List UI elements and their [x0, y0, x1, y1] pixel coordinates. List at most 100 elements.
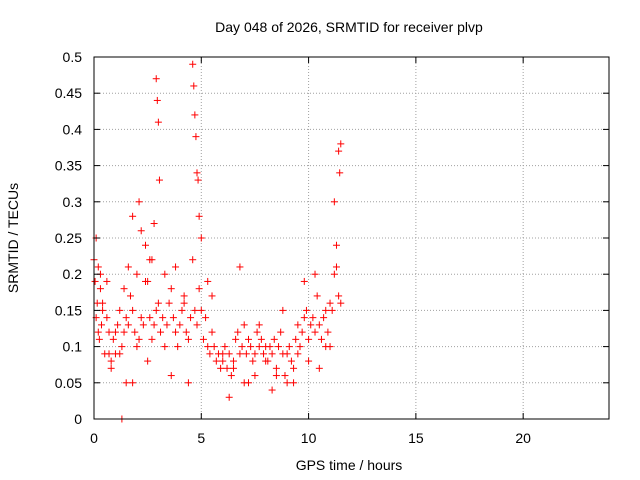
data-point	[105, 328, 113, 336]
data-point	[139, 321, 147, 329]
axis-ticks: 0 0.05 0.1 0.15 0.2 0.25 0.3 0.35 0.4 0.45 0.5 0 5 10…	[55, 49, 609, 446]
data-point	[326, 299, 334, 307]
data-point	[135, 335, 143, 343]
data-point	[262, 357, 270, 365]
data-point	[324, 328, 332, 336]
data-point	[150, 220, 158, 228]
data-point	[124, 263, 132, 271]
data-point	[210, 343, 218, 351]
data-point	[292, 335, 300, 343]
data-point	[199, 335, 207, 343]
data-point	[180, 292, 188, 300]
data-point	[208, 292, 216, 300]
data-point	[148, 256, 156, 264]
data-point	[152, 75, 160, 83]
data-point	[257, 335, 265, 343]
data-point	[118, 343, 126, 351]
data-point	[236, 263, 244, 271]
data-point	[285, 343, 293, 351]
data-point	[191, 306, 199, 314]
data-point	[176, 321, 184, 329]
y-tick-label: 0.45	[55, 85, 82, 101]
data-point	[114, 321, 122, 329]
data-point	[240, 379, 248, 387]
data-point	[163, 321, 171, 329]
data-point	[300, 314, 308, 322]
y-tick-label: 0.15	[55, 302, 82, 318]
data-point	[317, 335, 325, 343]
data-point	[116, 350, 124, 358]
data-point	[234, 328, 242, 336]
y-tick-label: 0	[74, 411, 82, 427]
data-point	[219, 350, 227, 358]
data-point	[294, 321, 302, 329]
data-point	[137, 227, 145, 235]
data-point	[332, 241, 340, 249]
data-point	[94, 263, 102, 271]
y-axis-label: SRMTID / TECUs	[5, 183, 21, 293]
chart-title: Day 048 of 2026, SRMTID for receiver plv…	[215, 19, 483, 35]
data-point	[152, 306, 160, 314]
data-point	[154, 299, 162, 307]
data-point	[178, 306, 186, 314]
data-point	[275, 343, 283, 351]
data-point	[116, 306, 124, 314]
x-tick-label: 5	[197, 430, 205, 446]
data-point	[189, 256, 197, 264]
data-point	[298, 328, 306, 336]
data-point	[133, 343, 141, 351]
data-point	[326, 343, 334, 351]
data-point	[287, 357, 295, 365]
data-point	[309, 314, 317, 322]
data-point	[212, 357, 220, 365]
data-point	[232, 335, 240, 343]
data-point	[155, 176, 163, 184]
data-point	[146, 314, 154, 322]
data-point	[157, 328, 165, 336]
data-point	[126, 292, 134, 300]
data-point	[184, 335, 192, 343]
data-point	[184, 379, 192, 387]
data-point	[122, 314, 130, 322]
data-point	[268, 350, 276, 358]
data-point	[142, 277, 149, 285]
data-point	[313, 292, 321, 300]
data-point	[197, 234, 205, 242]
data-point	[169, 314, 177, 322]
data-point	[154, 118, 162, 126]
data-point	[315, 321, 323, 329]
data-point	[337, 140, 345, 148]
data-point	[99, 299, 107, 307]
data-point	[320, 314, 328, 322]
data-point	[167, 372, 175, 380]
data-point	[260, 350, 268, 358]
y-tick-label: 0.05	[55, 375, 82, 391]
data-point	[135, 198, 143, 206]
data-point	[195, 212, 203, 220]
data-point	[294, 350, 302, 358]
data-point	[305, 335, 313, 343]
data-point	[302, 306, 310, 314]
data-point	[315, 364, 323, 372]
x-axis-label: GPS time / hours	[296, 457, 403, 473]
data-point	[95, 335, 103, 343]
data-point	[249, 357, 257, 365]
data-point	[192, 133, 200, 141]
data-point	[107, 364, 115, 372]
data-point	[137, 314, 145, 322]
data-points	[90, 60, 345, 423]
data-point	[253, 328, 261, 336]
x-tick-label: 20	[515, 430, 531, 446]
data-point	[133, 270, 141, 278]
data-point	[91, 277, 99, 285]
data-point	[206, 350, 214, 358]
data-point	[229, 357, 237, 365]
data-point	[193, 169, 201, 177]
data-point	[227, 372, 235, 380]
data-point	[195, 285, 203, 293]
data-point	[217, 364, 225, 372]
data-point	[290, 364, 298, 372]
data-point	[204, 277, 212, 285]
